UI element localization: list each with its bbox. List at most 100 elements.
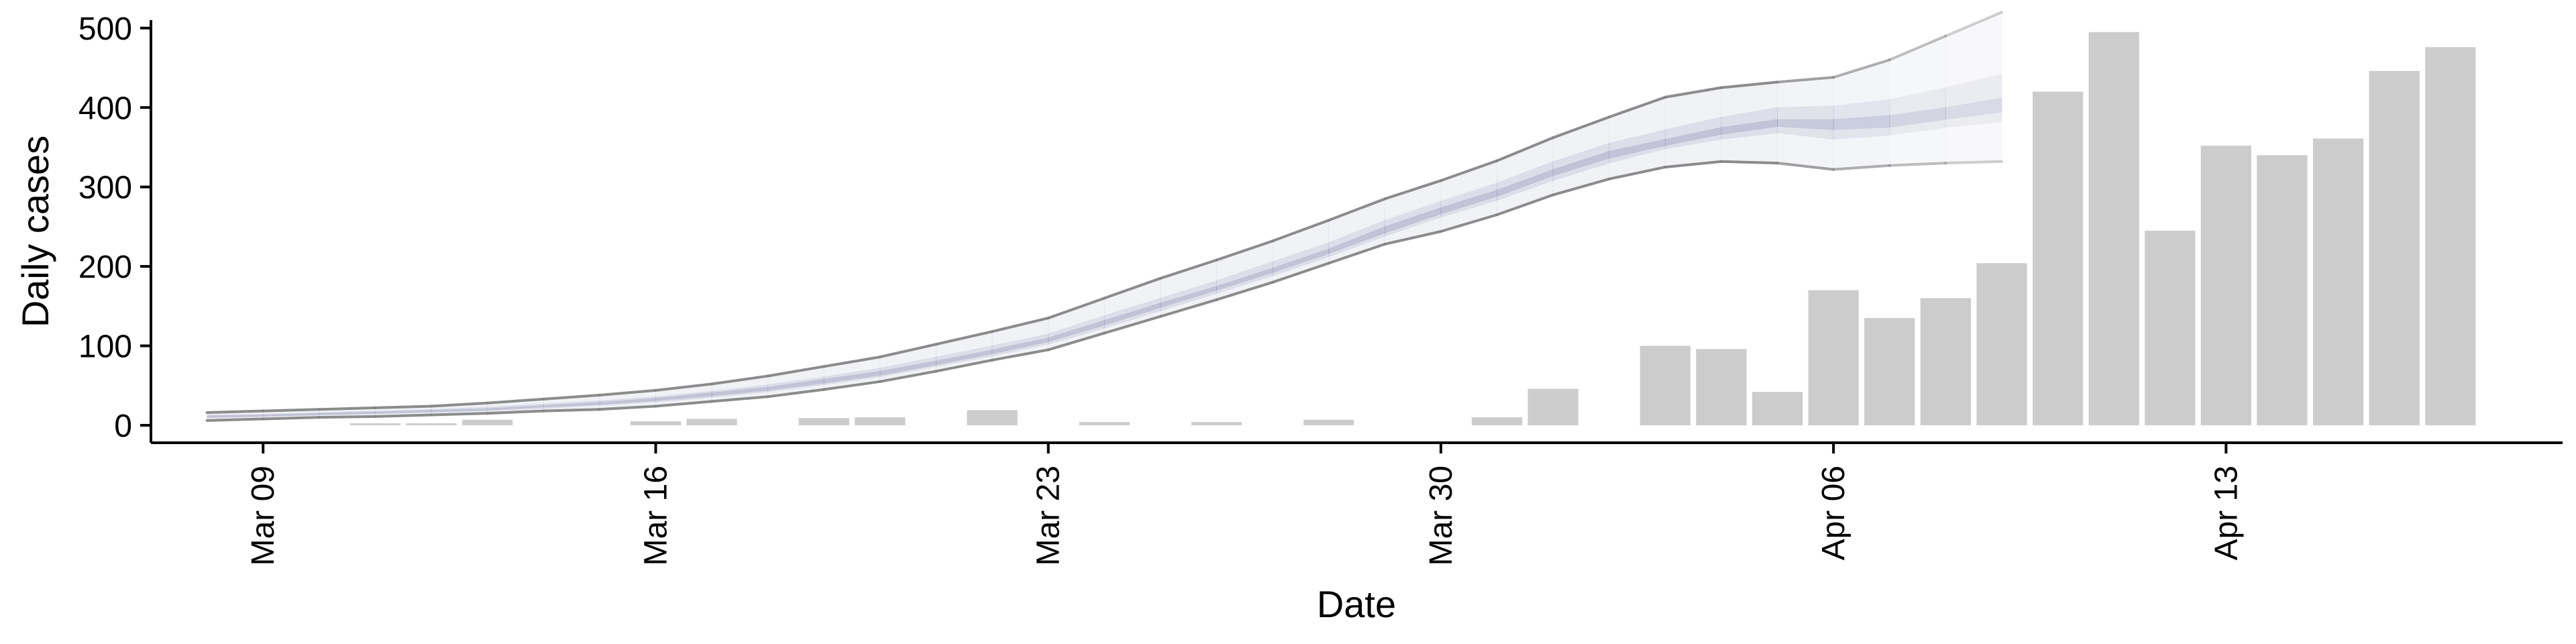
y-tick-label: 0 (114, 409, 132, 444)
estimate-lower-line-segment (878, 370, 938, 383)
estimate-lower-line-segment (1271, 262, 1330, 284)
estimate-inner-band-segment (655, 392, 712, 401)
estimate-upper-line-segment (486, 397, 545, 405)
estimate-lower-line-segment (1719, 160, 1779, 165)
estimate-upper-line-segment (1552, 115, 1611, 140)
estimate-lower-line-segment (1103, 315, 1162, 335)
bar (1640, 345, 1690, 425)
estimate-inner-band-segment (599, 398, 656, 405)
estimate-mid-band-segment (1777, 105, 1834, 140)
bar (2088, 32, 2139, 425)
estimate-upper-line-segment (1383, 179, 1442, 201)
bar (798, 418, 849, 425)
estimate-upper-line-segment (542, 393, 601, 400)
bar (1808, 290, 1859, 425)
y-axis-ticks: 0 100 200 300 400 500 (78, 11, 151, 444)
estimate-upper-line-segment (1215, 239, 1275, 262)
bar (2032, 91, 2084, 425)
x-tick-label: Mar 23 (1031, 466, 1067, 566)
estimate-inner-band-segment (1104, 302, 1161, 326)
estimate-upper-line-segment (1944, 11, 2003, 38)
estimate-mid-band-segment (543, 400, 600, 409)
estimate-lower-line-segment (710, 395, 769, 403)
estimate-lower-line-segment (542, 408, 601, 413)
bar (2312, 138, 2364, 425)
estimate-lower-line-segment (1944, 160, 2003, 165)
estimate-mid-band-segment (1552, 142, 1610, 181)
estimate-inner-band-segment (935, 349, 993, 366)
estimate-upper-line-segment (1046, 297, 1106, 320)
estimate-upper-line-segment (710, 374, 769, 386)
estimate-inner-band-segment (767, 378, 824, 391)
y-tick-label: 200 (78, 250, 132, 285)
x-axis-title: Date (1317, 583, 1396, 625)
estimate-lower-line-segment (1439, 213, 1499, 233)
estimate-inner-band-segment (823, 370, 881, 384)
estimate-inner-band-segment (1833, 115, 1890, 130)
estimate-lower-line-segment (1159, 298, 1218, 318)
estimate-upper-line-segment (1271, 219, 1330, 243)
bar (2425, 47, 2476, 425)
bar (1471, 417, 1523, 425)
bar (2369, 70, 2420, 425)
estimate-inner-band-segment (207, 415, 264, 418)
estimate-inner-band-segment (1328, 226, 1385, 254)
bar (1920, 298, 1971, 425)
estimate-lower-line-segment (1552, 177, 1611, 197)
estimate-inner-band-segment (374, 409, 432, 414)
estimate-lower-line-segment (486, 409, 545, 415)
y-tick-label: 300 (78, 170, 132, 206)
estimate-mid-band-segment (487, 403, 544, 412)
estimate-upper-line-segment (1719, 80, 1779, 89)
estimate-mid-band-segment (1833, 99, 1890, 140)
estimate-mid-band-segment (1216, 261, 1273, 294)
bar (967, 410, 1018, 425)
estimate-mid-band-segment (1328, 219, 1385, 258)
estimate-lower-line-segment (1888, 162, 1947, 167)
estimate-lower-line-segment (1832, 164, 1891, 171)
estimate-upper-line-segment (1888, 34, 1947, 62)
estimate-inner-band-segment (1384, 207, 1442, 234)
estimate-mid-band-segment (1609, 129, 1666, 164)
estimate-upper-line-segment (262, 408, 321, 413)
estimate-mid-band-segment (1048, 315, 1105, 345)
estimate-upper-line-segment (1607, 95, 1667, 119)
estimate-mid-band-segment (1945, 73, 2002, 128)
estimate-inner-band-segment (1777, 119, 1834, 130)
estimate-lower-line-segment (934, 358, 994, 373)
estimate-mid-band-segment (1497, 161, 1554, 201)
estimate-lower-line-segment (1664, 160, 1723, 169)
estimate-lower-line-segment (205, 417, 265, 422)
estimate-mid-band-segment (1440, 182, 1498, 218)
estimate-outer-band-segment (1889, 35, 1946, 166)
estimate-upper-line-segment (430, 401, 489, 408)
estimate-inner-band-segment (1889, 107, 1946, 128)
estimate-mid-band-segment (207, 413, 264, 419)
bar (462, 419, 513, 425)
estimate-inner-band-segment (1664, 127, 1722, 146)
y-tick-label: 100 (78, 329, 132, 365)
x-axis-ticks: Mar 09 Mar 16 Mar 23 Mar 30 Apr 06 Apr 13 (246, 443, 2244, 566)
estimate-mid-band-segment (1160, 280, 1217, 312)
estimate-inner-band-segment (543, 402, 600, 408)
x-tick-label: Mar 30 (1424, 466, 1459, 566)
bar (1976, 263, 2027, 425)
estimate-lower-line-segment (262, 416, 321, 421)
estimate-inner-band-segment (991, 337, 1049, 354)
estimate-mid-band-segment (991, 333, 1049, 357)
bar (1864, 318, 1915, 425)
estimate-upper-line-segment (1327, 197, 1387, 222)
estimate-inner-band-segment (487, 405, 544, 411)
estimate-inner-band-segment (1721, 119, 1778, 136)
bar (1303, 419, 1354, 425)
estimate-lower-line-segment (1607, 166, 1667, 180)
bar (1527, 388, 1578, 425)
estimate-mid-band-segment (655, 390, 712, 403)
estimate-inner-band-segment (1552, 150, 1610, 176)
x-tick-label: Apr 13 (2208, 466, 2244, 560)
estimate-lower-line-segment (1495, 193, 1555, 217)
estimate-mid-band-segment (431, 407, 488, 413)
estimate-inner-band-segment (1216, 267, 1273, 291)
estimate-mid-band-segment (1889, 87, 1946, 136)
bar (1696, 349, 1747, 425)
